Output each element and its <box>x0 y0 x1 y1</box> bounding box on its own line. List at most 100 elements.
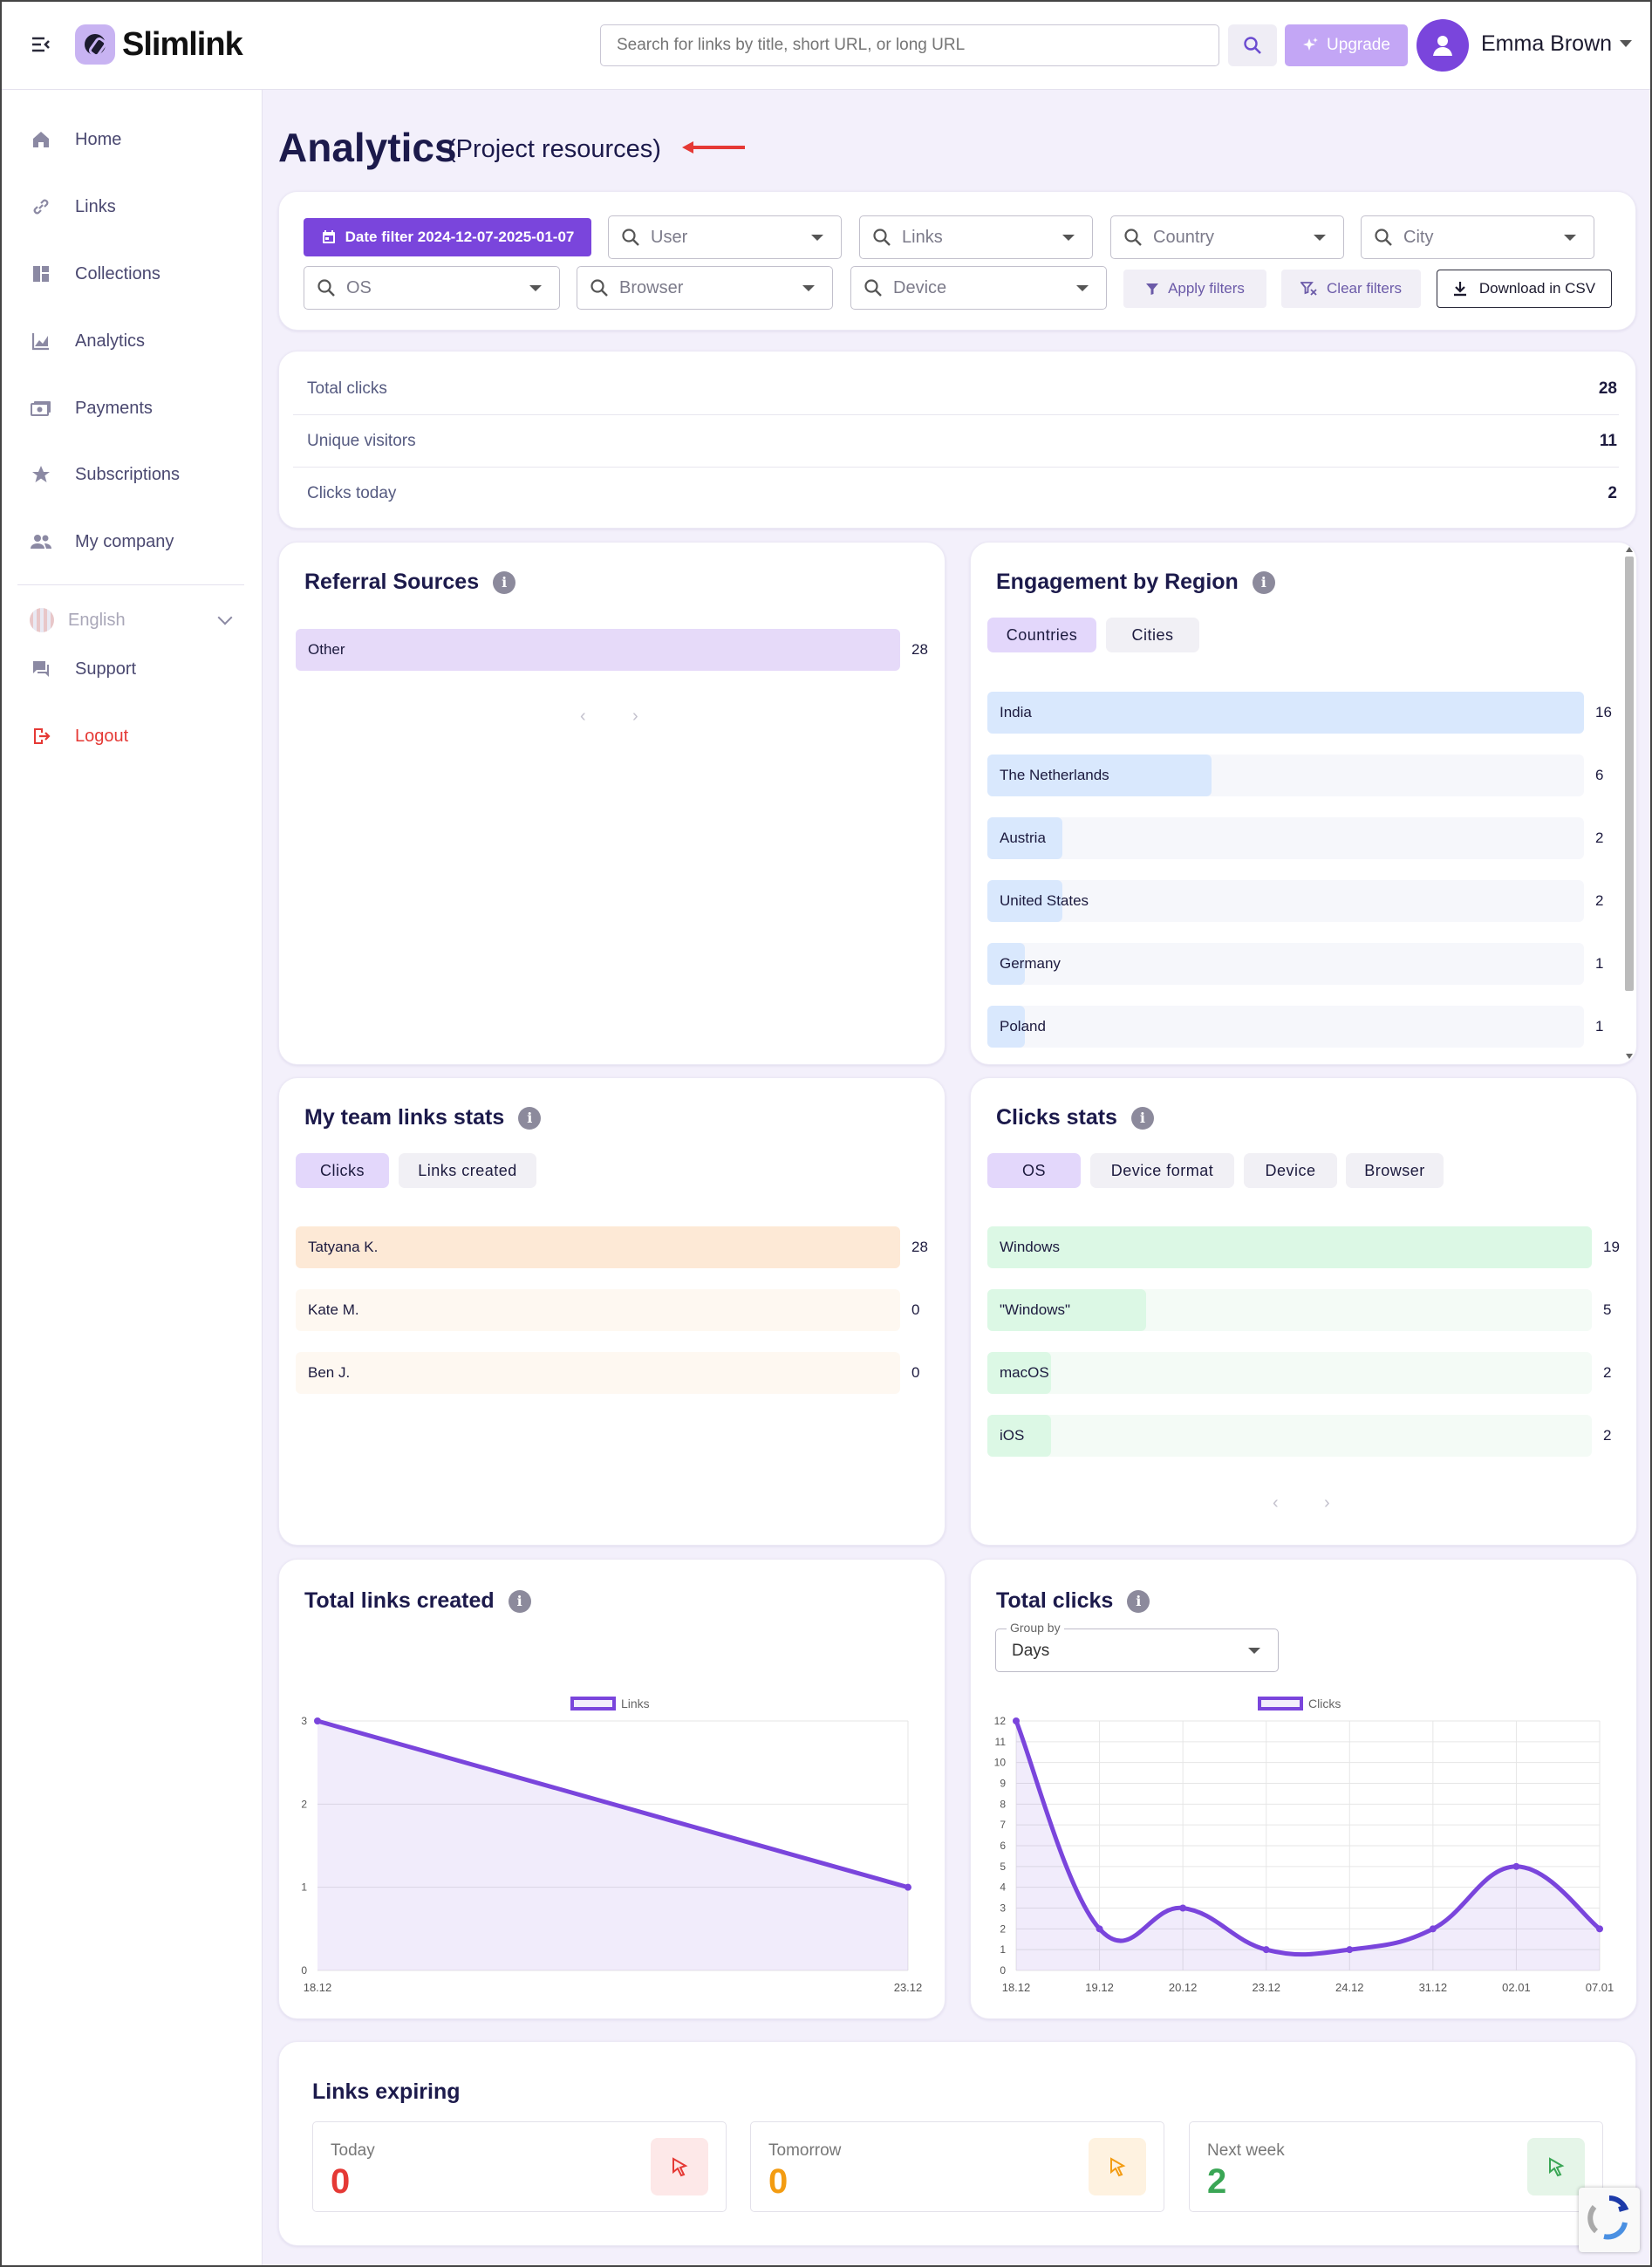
data-point <box>1512 1862 1520 1870</box>
y-tick-label: 0 <box>301 1964 307 1977</box>
y-tick-label: 0 <box>1000 1964 1006 1977</box>
scroll-up-icon[interactable] <box>1625 546 1634 553</box>
x-tick-label: 31.12 <box>1419 1981 1448 1994</box>
links-filter-select[interactable]: Links <box>859 215 1093 259</box>
bar-value: 0 <box>911 1364 920 1381</box>
expiring-count: 0 <box>768 2162 788 2201</box>
tab-links-created[interactable]: Links created <box>399 1153 536 1188</box>
upgrade-button[interactable]: Upgrade <box>1285 24 1408 66</box>
data-point <box>314 1717 321 1724</box>
avatar[interactable] <box>1416 19 1469 72</box>
sidebar-item-subscriptions[interactable]: Subscriptions <box>30 457 180 492</box>
expiring-label: Tomorrow <box>768 2141 842 2160</box>
tab-countries[interactable]: Countries <box>987 618 1096 652</box>
sidebar-item-label: Payments <box>75 398 153 418</box>
sidebar-item-my-company[interactable]: My company <box>30 524 174 559</box>
search-icon <box>873 229 891 246</box>
chevron-down-icon <box>1062 235 1075 241</box>
search-input[interactable] <box>600 24 1219 66</box>
search-icon <box>864 279 882 297</box>
recaptcha-icon <box>1587 2195 1629 2240</box>
os-filter-select[interactable]: OS <box>304 266 560 310</box>
tab-clicks[interactable]: Clicks <box>296 1153 389 1188</box>
sidebar-item-analytics[interactable]: Analytics <box>30 324 145 358</box>
expiring-next-week[interactable]: Next week 2 <box>1189 2121 1603 2212</box>
tab-os[interactable]: OS <box>987 1153 1081 1188</box>
menu-collapse-icon[interactable] <box>30 33 52 56</box>
chat-icon <box>30 658 52 680</box>
apply-filters-button[interactable]: Apply filters <box>1123 270 1266 308</box>
user-name[interactable]: Emma Brown <box>1481 31 1613 56</box>
scrollbar-thumb[interactable] <box>1625 557 1634 991</box>
x-tick-label: 02.01 <box>1502 1981 1531 1994</box>
city-filter-select[interactable]: City <box>1361 215 1594 259</box>
sidebar-item-label: Links <box>75 196 116 216</box>
tab-cities[interactable]: Cities <box>1106 618 1199 652</box>
x-tick-label: 20.12 <box>1169 1981 1198 1994</box>
chevron-down-icon[interactable] <box>1620 40 1632 47</box>
tab-device-format[interactable]: Device format <box>1090 1153 1234 1188</box>
arrow-left-icon <box>682 141 745 154</box>
chevron-right-icon[interactable]: › <box>632 707 638 726</box>
language-select[interactable]: English <box>30 603 233 638</box>
recaptcha-badge[interactable] <box>1579 2188 1640 2252</box>
bar-fill <box>987 817 1062 859</box>
chevron-down-icon <box>1314 235 1326 241</box>
clear-filters-button[interactable]: Clear filters <box>1281 270 1421 308</box>
info-icon[interactable]: i <box>1130 1106 1154 1130</box>
info-icon[interactable]: i <box>1127 1589 1150 1613</box>
filter-off-icon <box>1300 282 1317 296</box>
sidebar-item-logout[interactable]: Logout <box>30 719 128 754</box>
y-tick-label: 5 <box>1000 1861 1006 1873</box>
bar-label: Other <box>308 641 345 658</box>
bar-value: 0 <box>911 1301 920 1318</box>
user-filter-select[interactable]: User <box>608 215 842 259</box>
search-button[interactable] <box>1228 24 1277 66</box>
sidebar: Home Links Collections Analytics Payment… <box>0 90 263 2267</box>
chevron-left-icon[interactable]: ‹ <box>580 707 586 726</box>
sparkle-icon <box>1303 38 1319 51</box>
engagement-region-title: Engagement by Region i <box>996 570 1275 595</box>
sidebar-item-support[interactable]: Support <box>30 652 136 686</box>
data-point <box>1262 1946 1270 1954</box>
user-filter-placeholder: User <box>651 227 688 247</box>
sidebar-item-collections[interactable]: Collections <box>30 256 160 291</box>
info-icon[interactable]: i <box>518 1106 542 1130</box>
scroll-down-icon[interactable] <box>1625 1053 1634 1060</box>
download-csv-button[interactable]: Download in CSV <box>1437 270 1612 308</box>
info-icon[interactable]: i <box>508 1589 531 1613</box>
bar-fill <box>987 1415 1051 1457</box>
legend-label: Links <box>621 1697 650 1710</box>
expiring-today[interactable]: Today 0 <box>312 2121 727 2212</box>
sidebar-item-payments[interactable]: Payments <box>30 391 153 426</box>
bar-fill <box>987 943 1025 985</box>
tab-browser[interactable]: Browser <box>1346 1153 1444 1188</box>
bar-value: 2 <box>1595 830 1604 846</box>
legend-label: Clicks <box>1308 1697 1341 1710</box>
page-subtitle: (Project resources) <box>447 135 661 163</box>
bar-row: Ben J. 0 <box>296 1352 938 1394</box>
data-point <box>1596 1925 1603 1933</box>
browser-filter-select[interactable]: Browser <box>577 266 833 310</box>
sidebar-item-home[interactable]: Home <box>30 122 121 157</box>
chart-icon <box>30 330 52 352</box>
chart-legend[interactable]: Clicks <box>1258 1697 1341 1710</box>
chart-legend[interactable]: Links <box>570 1697 650 1710</box>
sidebar-item-links[interactable]: Links <box>30 189 116 224</box>
app-logo[interactable]: Slimlink <box>75 24 243 65</box>
bar-fill <box>987 1352 1051 1394</box>
tab-device[interactable]: Device <box>1244 1153 1337 1188</box>
chevron-right-icon[interactable]: › <box>1324 1493 1330 1512</box>
group-by-select[interactable]: Group by Days <box>995 1621 1279 1672</box>
info-icon[interactable]: i <box>493 570 516 594</box>
expiring-tomorrow[interactable]: Tomorrow 0 <box>750 2121 1164 2212</box>
chevron-left-icon[interactable]: ‹ <box>1273 1493 1279 1512</box>
country-filter-select[interactable]: Country <box>1110 215 1344 259</box>
info-icon[interactable]: i <box>1252 570 1275 594</box>
date-filter-button[interactable]: Date filter 2024-12-07-2025-01-07 <box>304 218 591 256</box>
filters-card <box>278 191 1636 331</box>
bar-fill <box>987 1289 1147 1331</box>
stat-label: Clicks today <box>307 484 397 502</box>
device-filter-select[interactable]: Device <box>850 266 1107 310</box>
clear-filters-label: Clear filters <box>1327 280 1402 297</box>
